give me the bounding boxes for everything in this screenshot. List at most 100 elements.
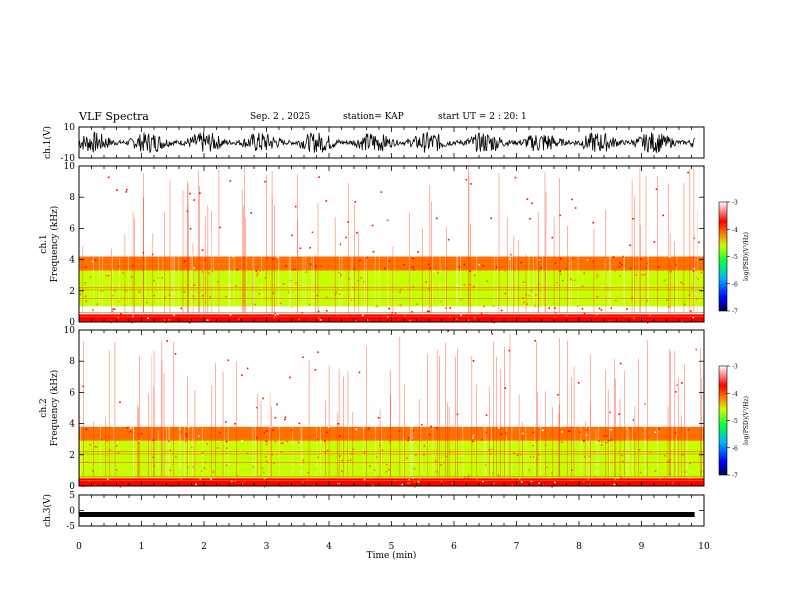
spectral-speck	[638, 449, 641, 451]
spectral-speck	[219, 481, 222, 484]
spectral-speck	[618, 362, 620, 365]
spectral-speck	[496, 223, 499, 225]
spectral-speck	[562, 279, 564, 282]
spectral-speck	[316, 300, 318, 302]
spectral-speck	[599, 449, 601, 451]
spectral-speck	[431, 419, 433, 422]
spectral-speck	[344, 404, 347, 406]
spectral-speck	[570, 291, 572, 293]
spectral-speck	[641, 213, 644, 215]
spectral-speck	[664, 381, 667, 384]
spectral-speck	[105, 476, 107, 479]
spectral-speck	[80, 427, 83, 430]
spectral-speck	[567, 169, 569, 172]
spectral-speck	[152, 337, 154, 340]
spectral-speck	[417, 481, 420, 483]
spectral-speck	[139, 455, 142, 458]
spectral-speck	[446, 373, 448, 376]
spectral-speck	[295, 268, 297, 271]
spectral-speck	[248, 210, 251, 213]
spectral-speck	[91, 260, 94, 263]
spectral-speck	[566, 368, 568, 371]
spectral-speck	[189, 192, 191, 195]
spectral-speck	[305, 174, 308, 176]
spectral-speck	[400, 349, 402, 351]
spectral-speck	[308, 303, 311, 306]
spectral-speck	[627, 428, 630, 431]
spectral-speck	[154, 330, 156, 333]
spectral-speck	[108, 203, 110, 205]
spectral-speck	[259, 192, 261, 194]
spectral-speck	[415, 303, 418, 305]
spectral-speck	[119, 252, 122, 254]
spectral-speck	[113, 289, 116, 292]
spectral-speck	[243, 382, 246, 384]
spectral-speck	[123, 240, 125, 243]
spectral-speck	[676, 384, 678, 387]
spectral-speck	[390, 241, 392, 244]
spectral-speck	[460, 310, 463, 313]
spectral-speck	[257, 243, 259, 246]
spectral-speck	[344, 202, 346, 204]
spectral-speck	[261, 249, 264, 251]
spectral-speck	[465, 446, 467, 449]
spectral-speck	[281, 241, 284, 244]
spectral-speck	[155, 397, 158, 399]
spectral-speck	[216, 233, 218, 235]
spectral-speck	[555, 263, 558, 265]
spectral-speck	[680, 186, 682, 189]
spectral-speck	[270, 363, 272, 365]
spectral-speck	[450, 457, 453, 460]
spectral-speck	[253, 214, 256, 216]
spectral-speck	[427, 224, 430, 227]
spectral-speck	[317, 179, 319, 181]
colorbar-tick-label: -3	[732, 200, 738, 207]
spectral-speck	[554, 481, 556, 484]
spectral-speck	[242, 350, 245, 353]
spectral-speck	[671, 197, 674, 200]
spectral-speck	[297, 210, 299, 213]
spectral-speck	[425, 262, 427, 265]
spectral-speck	[82, 231, 85, 233]
spectral-speck	[228, 331, 231, 333]
spectral-speck	[691, 407, 694, 410]
spectral-speck	[196, 184, 198, 187]
spectral-speck	[338, 347, 341, 349]
spectral-speck	[362, 425, 365, 428]
spectral-speck	[295, 212, 297, 215]
spectral-speck	[114, 218, 116, 220]
spectral-speck	[102, 207, 104, 209]
spectral-speck	[111, 310, 114, 313]
spectral-speck	[674, 350, 676, 353]
spectral-speck	[439, 351, 441, 353]
spectral-speck	[163, 319, 166, 321]
spectral-speck	[309, 229, 312, 232]
spectral-speck	[674, 432, 677, 434]
spectral-speck	[250, 212, 252, 214]
spectral-speck	[582, 355, 585, 358]
spectral-speck	[377, 319, 380, 321]
spectral-speck	[563, 363, 565, 365]
spectral-speck	[95, 413, 97, 415]
spectral-speck	[415, 442, 418, 444]
spectral-speck	[320, 470, 323, 472]
spectral-speck	[436, 286, 439, 288]
spectral-speck	[635, 284, 637, 287]
spectral-speck	[481, 240, 484, 242]
spectral-speck	[665, 278, 667, 280]
spectral-speck	[630, 282, 633, 284]
spectral-speck	[411, 219, 413, 221]
spectral-speck	[216, 230, 219, 233]
spectral-speck	[88, 480, 90, 482]
spectral-speck	[695, 212, 697, 214]
spectral-speck	[510, 294, 512, 296]
spectral-band	[79, 256, 704, 271]
spectral-speck	[632, 468, 634, 471]
spectral-speck	[467, 399, 469, 401]
spectral-speck	[592, 407, 595, 410]
spectral-speck	[518, 378, 520, 381]
colorbar-tick-label: -4	[732, 391, 738, 398]
spectral-speck	[521, 177, 523, 180]
spectral-speck	[470, 183, 472, 185]
